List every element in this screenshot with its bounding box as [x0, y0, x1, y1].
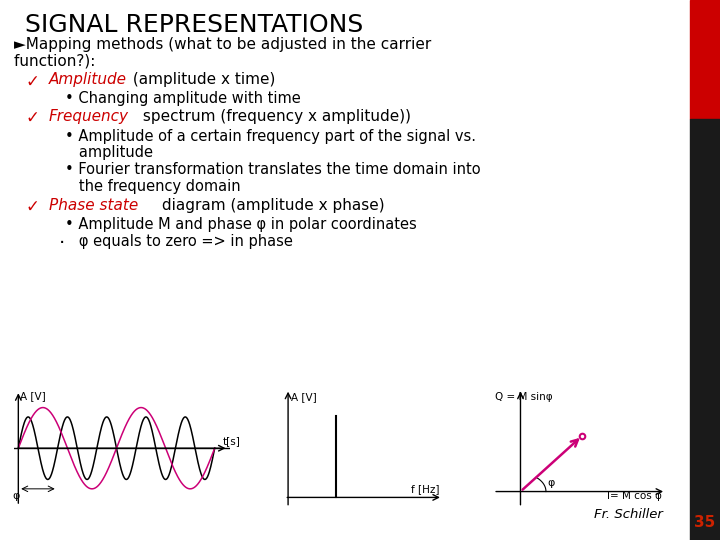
Text: diagram (amplitude x phase): diagram (amplitude x phase) [157, 198, 384, 213]
Text: ·: · [59, 234, 66, 253]
Text: function?):: function?): [14, 54, 101, 69]
Text: • Amplitude M and phase φ in polar coordinates: • Amplitude M and phase φ in polar coord… [65, 217, 417, 232]
Text: f [Hz]: f [Hz] [410, 484, 439, 494]
Bar [690, 0, 720, 119]
Text: ✓: ✓ [25, 72, 39, 90]
Text: φ: φ [13, 491, 20, 501]
Text: the frequency domain: the frequency domain [65, 179, 240, 194]
Text: Q = M sinφ: Q = M sinφ [495, 392, 553, 402]
Text: ►Mapping methods (what to be adjusted in the carrier: ►Mapping methods (what to be adjusted in… [14, 37, 432, 52]
Text: t[s]: t[s] [222, 436, 240, 447]
Text: φ: φ [548, 478, 555, 488]
Text: • Amplitude of a certain frequency part of the signal vs.: • Amplitude of a certain frequency part … [65, 129, 476, 144]
Text: A [V]: A [V] [291, 392, 317, 402]
Text: Amplitude: Amplitude [49, 72, 127, 87]
Text: I= M cos φ: I= M cos φ [607, 491, 662, 501]
Text: 35: 35 [694, 515, 716, 530]
Text: Fr. Schiller: Fr. Schiller [594, 508, 663, 521]
Text: φ equals to zero => in phase: φ equals to zero => in phase [65, 234, 292, 249]
Text: • Changing amplitude with time: • Changing amplitude with time [65, 91, 300, 106]
Text: (amplitude x time): (amplitude x time) [128, 72, 276, 87]
Text: ✓: ✓ [25, 109, 39, 127]
Text: A [V]: A [V] [20, 392, 46, 401]
Bar [690, 119, 720, 540]
Text: Phase state: Phase state [49, 198, 138, 213]
Text: ✓: ✓ [25, 198, 39, 215]
Text: Frequency: Frequency [49, 109, 129, 124]
Text: amplitude: amplitude [65, 145, 153, 160]
Text: SIGNAL REPRESENTATIONS: SIGNAL REPRESENTATIONS [25, 14, 364, 37]
Text: • Fourier transformation translates the time domain into: • Fourier transformation translates the … [65, 162, 480, 177]
Text: spectrum (frequency x amplitude)): spectrum (frequency x amplitude)) [138, 109, 411, 124]
